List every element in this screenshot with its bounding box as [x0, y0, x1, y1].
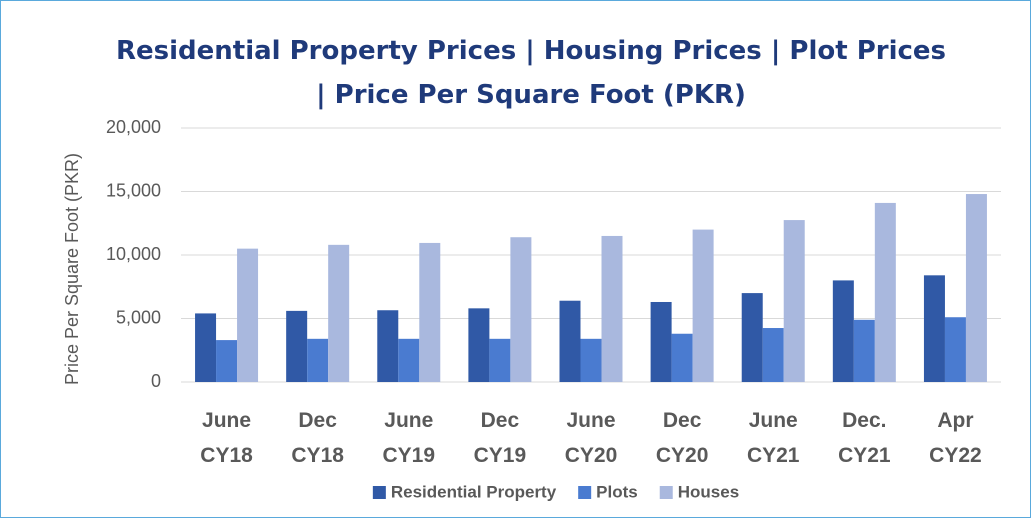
bar [398, 338, 420, 382]
bar [510, 237, 532, 382]
x-tick-label: June CY18 [200, 409, 253, 467]
legend-label: Houses [678, 482, 739, 501]
y-tick-label: 0 [151, 371, 161, 391]
y-tick-label: 5,000 [116, 307, 161, 327]
bar [853, 319, 875, 382]
x-tick-label: Dec. CY21 [838, 409, 891, 467]
x-tick-label: June CY21 [747, 409, 800, 467]
bar [307, 338, 329, 382]
bar [783, 220, 805, 382]
bar [832, 280, 854, 382]
bar [741, 293, 763, 382]
x-tick-label: June CY20 [565, 409, 618, 467]
bar [601, 235, 623, 382]
bar [216, 340, 238, 382]
bar [692, 229, 714, 382]
x-tick-label: June CY19 [383, 409, 436, 467]
y-tick-label: 20,000 [106, 117, 161, 137]
legend-label: Plots [596, 482, 638, 501]
bar [559, 300, 581, 382]
bar [965, 194, 987, 382]
bar [671, 333, 693, 382]
bar [944, 317, 966, 382]
bar [489, 338, 511, 382]
bar [468, 308, 490, 382]
bar [650, 301, 672, 382]
bar [580, 338, 602, 382]
legend-swatch [578, 486, 592, 499]
bar [286, 310, 308, 382]
y-axis-label: Price Per Square Foot (PKR) [62, 153, 82, 385]
y-tick-label: 10,000 [106, 244, 161, 264]
chart-title: Residential Property Prices | Housing Pr… [115, 36, 947, 110]
bar [874, 202, 896, 382]
bar [195, 313, 217, 382]
bar [419, 242, 441, 382]
legend-swatch [659, 486, 673, 499]
bar [923, 275, 945, 382]
x-tick-label: Dec CY18 [291, 409, 344, 467]
x-tick-label: Apr CY22 [929, 409, 982, 467]
x-tick-label: Dec CY19 [474, 409, 527, 467]
legend-label: Residential Property [391, 482, 557, 501]
legend-swatch [372, 486, 386, 499]
bar [328, 244, 350, 382]
x-tick-label: Dec CY20 [656, 409, 709, 467]
y-tick-label: 15,000 [106, 180, 161, 200]
bar [762, 328, 784, 382]
bar [377, 310, 399, 382]
bar [237, 248, 259, 382]
